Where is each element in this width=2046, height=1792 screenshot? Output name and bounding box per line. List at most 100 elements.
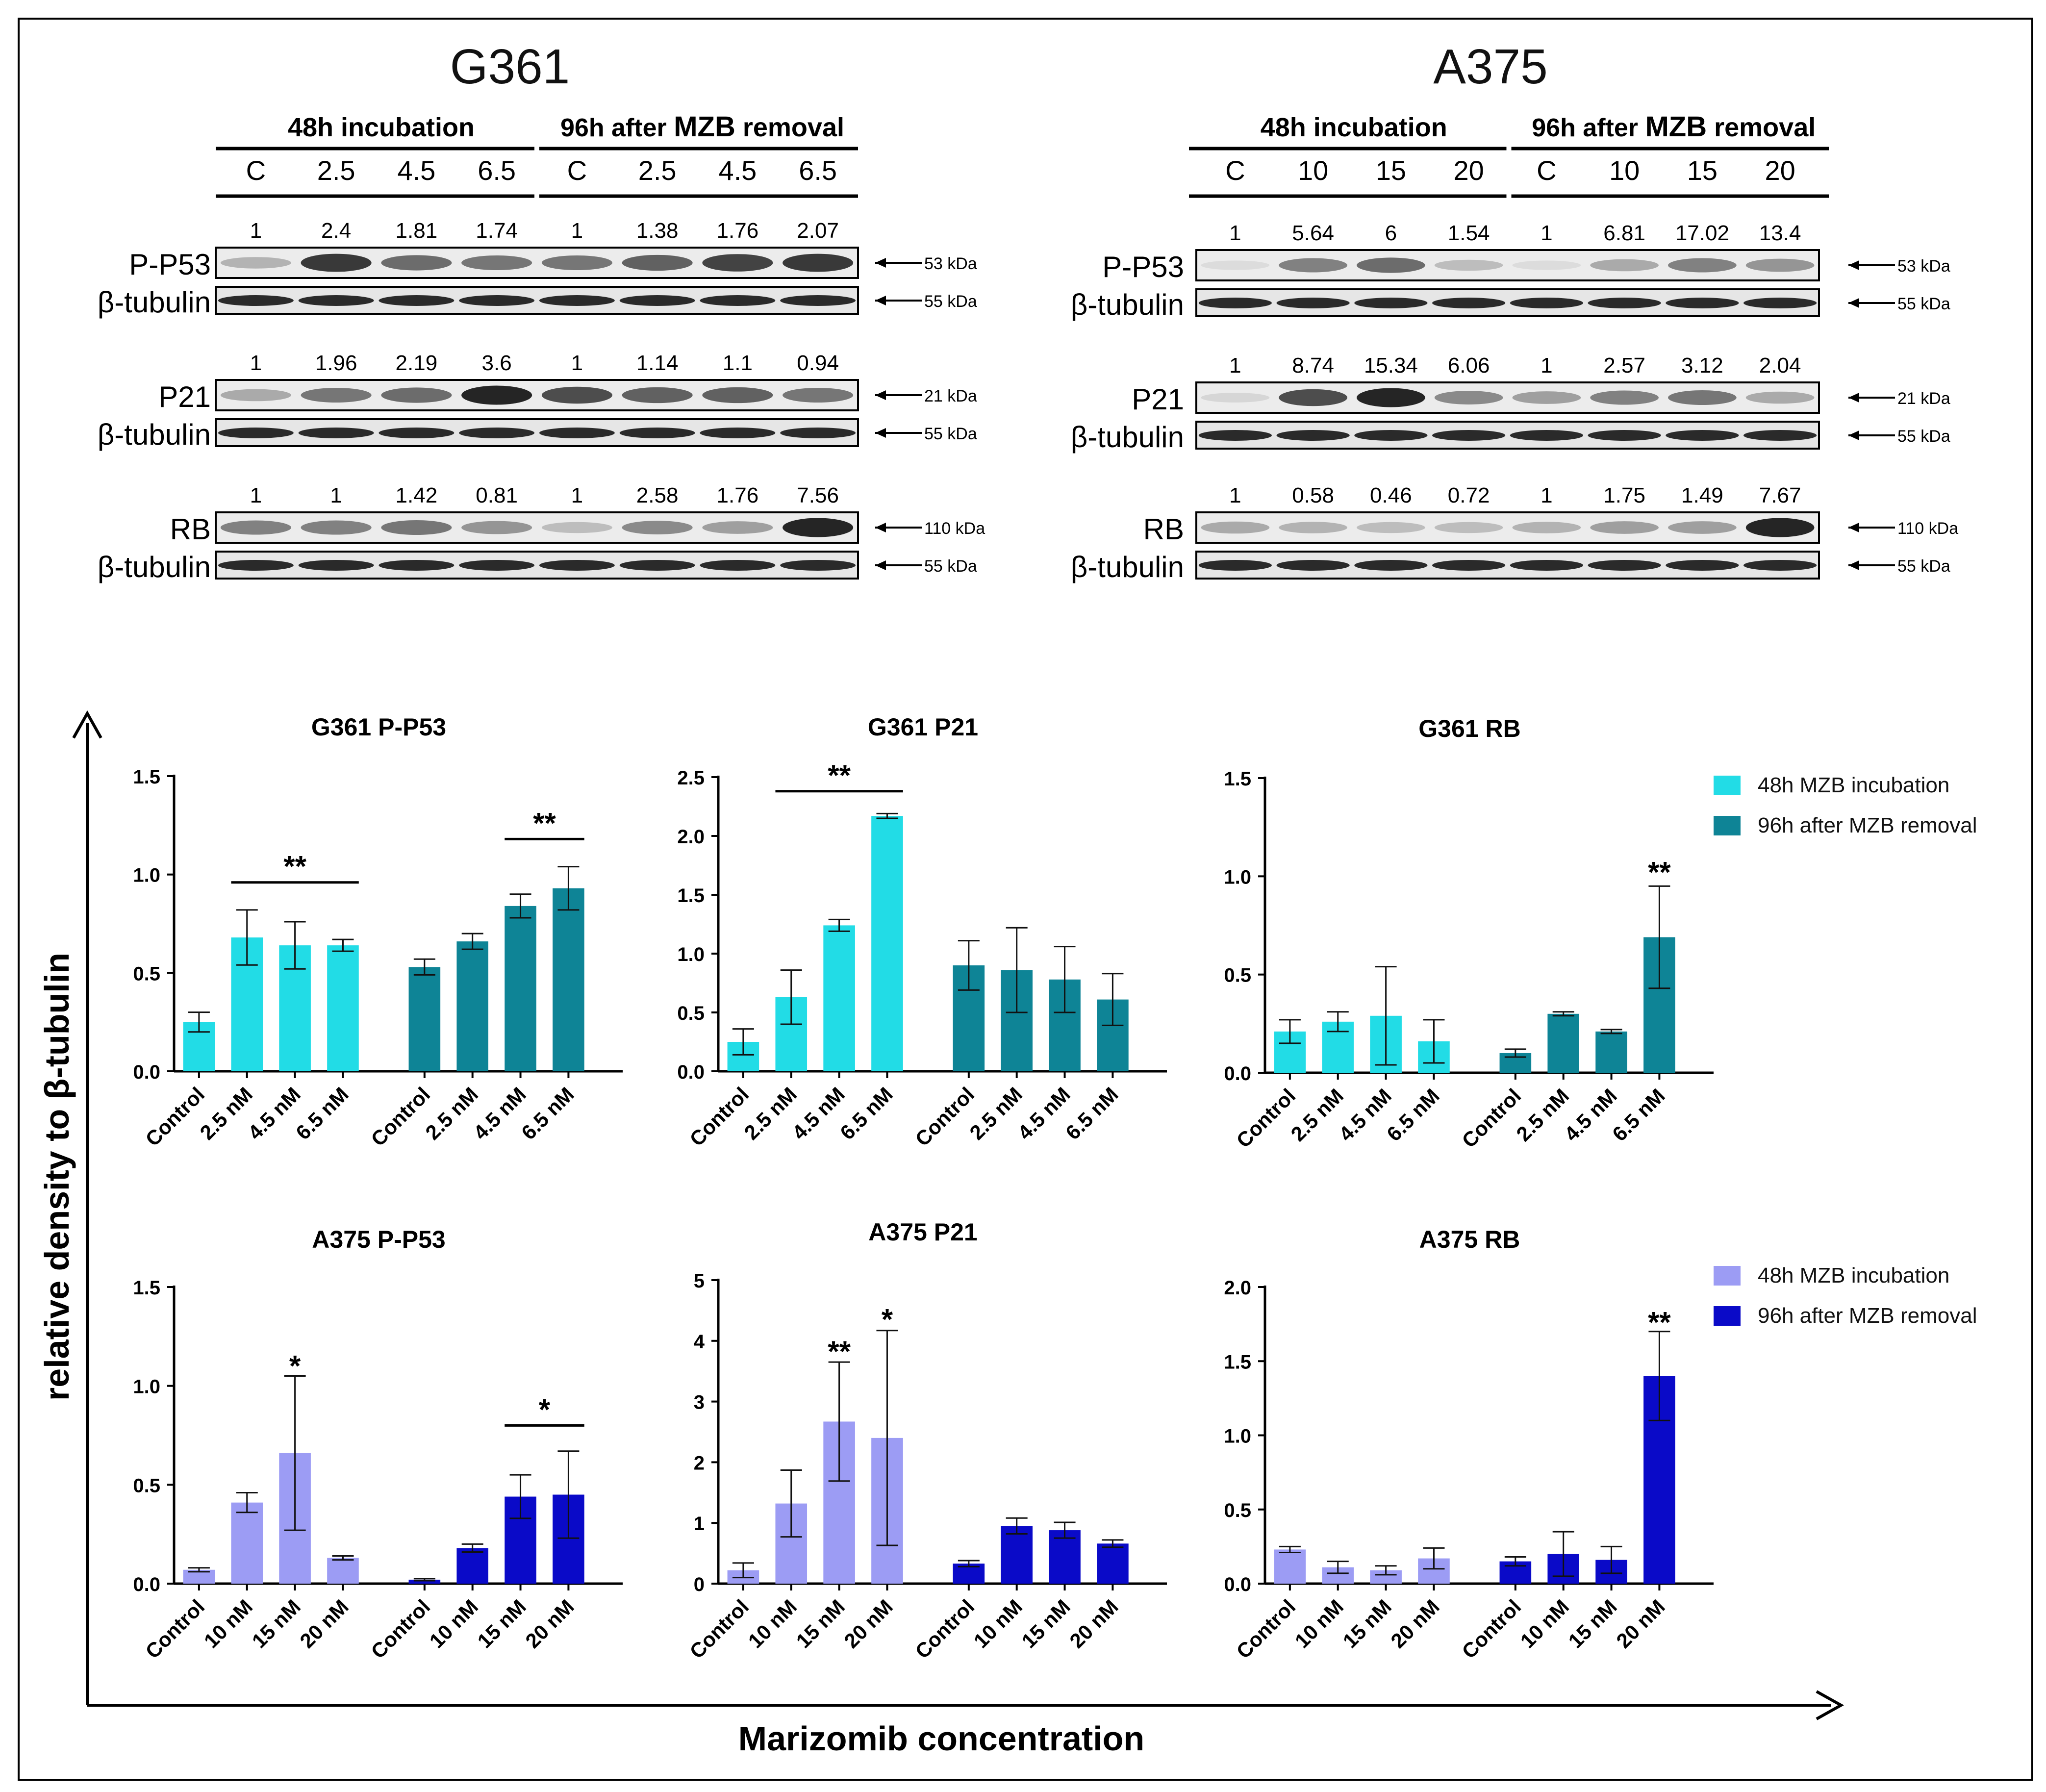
- tubulin-label: β-tubulin: [98, 418, 211, 451]
- bar: [871, 816, 903, 1071]
- bar: [553, 888, 584, 1071]
- legend-swatch: [1714, 776, 1741, 795]
- blot-row-rb: 1 1 1.42 0.81 1 2.58 1.76 7.56 RB 110 kDa β-tubuli…: [98, 483, 985, 583]
- density-value: 1.49: [1681, 483, 1723, 507]
- protein-label: RB: [1143, 513, 1184, 546]
- kda-label: 55 kDa: [1897, 295, 1950, 313]
- tubulin-band: [1588, 560, 1661, 571]
- y-tick-label: 1: [694, 1513, 705, 1535]
- tubulin-band: [1276, 298, 1350, 308]
- tubulin-band: [700, 560, 776, 571]
- density-value: 1.42: [396, 483, 438, 507]
- y-tick-label: 1.5: [133, 766, 160, 788]
- density-value: 13.4: [1759, 221, 1801, 245]
- tubulin-label: β-tubulin: [1071, 288, 1184, 321]
- tubulin-band: [539, 428, 615, 438]
- protein-band: [1279, 389, 1347, 406]
- tubulin-band: [780, 560, 856, 571]
- chart-title: G361 P-P53: [311, 713, 446, 741]
- density-value: 1: [571, 351, 583, 375]
- significance-label: **: [1648, 1306, 1671, 1339]
- protein-label: P-P53: [129, 248, 211, 281]
- protein-band: [783, 518, 854, 537]
- protein-band: [1201, 521, 1270, 534]
- protein-band: [702, 387, 773, 404]
- bar: [408, 1579, 441, 1584]
- tubulin-band: [1276, 430, 1350, 441]
- legend: 48h MZB incubation 96h after MZB removal: [1714, 773, 1977, 837]
- tubulin-band: [780, 295, 856, 306]
- significance-label: **: [533, 807, 556, 839]
- density-value: 15.34: [1364, 353, 1418, 378]
- arrow-head-icon: [875, 523, 886, 532]
- legend-label: 48h MZB incubation: [1758, 773, 1949, 797]
- y-tick-label: 1.5: [1224, 1351, 1251, 1373]
- protein-band: [1201, 260, 1270, 270]
- tubulin-band: [700, 295, 776, 306]
- group2-mzb: MZB: [674, 111, 735, 143]
- tubulin-label: β-tubulin: [98, 551, 211, 583]
- chart-title: G361 RB: [1418, 715, 1520, 742]
- protein-label: P-P53: [1102, 251, 1184, 283]
- lane-label: 6.5: [478, 155, 516, 186]
- blot-cell-title: A375: [1433, 39, 1548, 94]
- y-tick-label: 1.0: [133, 1376, 160, 1398]
- legend: 48h MZB incubation 96h after MZB removal: [1714, 1263, 1977, 1328]
- x-axis-title: Marizomib concentration: [738, 1719, 1144, 1758]
- kda-label: 53 kDa: [1897, 257, 1950, 276]
- group2-suffix: removal: [1707, 113, 1816, 142]
- protein-band: [1434, 522, 1503, 533]
- y-tick-label: 2: [694, 1452, 705, 1474]
- protein-band: [1279, 258, 1347, 273]
- density-value: 17.02: [1675, 221, 1729, 245]
- protein-band: [1590, 521, 1659, 534]
- y-axis-title: relative density to β-tubulin: [38, 953, 76, 1401]
- blot-g361: G361 48h incubation 96h after MZB removal C…: [98, 39, 985, 583]
- protein-band: [301, 387, 372, 403]
- y-tick-label: 1.5: [133, 1277, 160, 1299]
- protein-band: [220, 520, 291, 535]
- density-value: 1.54: [1448, 221, 1490, 245]
- kda-label: 55 kDa: [924, 292, 977, 311]
- density-value: 0.81: [476, 483, 518, 507]
- tubulin-band: [459, 295, 535, 306]
- density-value: 5.64: [1292, 221, 1334, 245]
- density-value: 1: [250, 483, 262, 507]
- y-tick-label: 2.5: [677, 767, 705, 789]
- bar: [231, 1502, 263, 1584]
- y-tick-label: 0.0: [1224, 1574, 1251, 1595]
- blot-row-p21: 1 1.96 2.19 3.6 1 1.14 1.1 0.94 P21 21 kDa β-tubul…: [98, 351, 977, 451]
- tubulin-band: [379, 560, 455, 571]
- density-value: 1.38: [636, 219, 679, 243]
- group2-label: 96h after MZB removal: [1532, 111, 1816, 143]
- group2-suffix: removal: [735, 113, 844, 142]
- kda-label: 55 kDa: [1897, 557, 1950, 576]
- arrow-head-icon: [1848, 298, 1859, 308]
- protein-band: [461, 521, 532, 534]
- y-tick-label: 1.0: [677, 944, 705, 965]
- tubulin-band: [1588, 298, 1661, 308]
- lane-label: C: [1225, 155, 1245, 186]
- protein-band: [381, 255, 452, 271]
- tubulin-band: [780, 428, 856, 438]
- legend-swatch: [1714, 1306, 1741, 1326]
- arrow-head-icon: [875, 258, 886, 268]
- lane-label: 20: [1453, 155, 1484, 186]
- density-value: 8.74: [1292, 353, 1334, 378]
- tubulin-band: [459, 560, 535, 571]
- bar: [408, 967, 441, 1071]
- lane-label: 4.5: [718, 155, 757, 186]
- density-value: 6.81: [1603, 221, 1645, 245]
- protein-band: [622, 521, 693, 534]
- tubulin-band: [539, 560, 615, 571]
- lane-label: 20: [1765, 155, 1795, 186]
- protein-band: [1434, 259, 1503, 271]
- protein-label: RB: [170, 513, 211, 546]
- density-value: 1: [571, 483, 583, 507]
- density-value: 0.72: [1448, 483, 1490, 507]
- group2-prefix: 96h after: [1532, 114, 1645, 142]
- protein-band: [1745, 258, 1815, 272]
- bar: [327, 1558, 359, 1584]
- density-value: 3.6: [482, 351, 512, 375]
- density-value: 3.12: [1681, 353, 1723, 378]
